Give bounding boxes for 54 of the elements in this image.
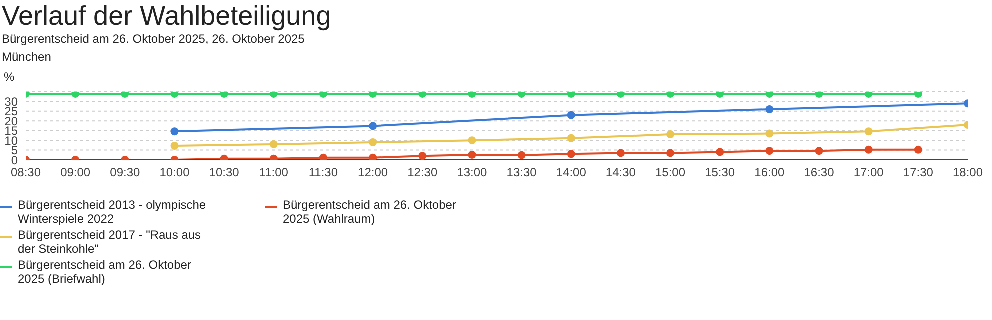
point — [766, 130, 774, 138]
x-tick-label: 14:00 — [556, 166, 587, 180]
point — [766, 105, 774, 114]
point — [914, 146, 922, 154]
point — [567, 134, 576, 142]
point — [567, 150, 576, 158]
x-tick-label: 13:30 — [506, 166, 538, 180]
x-tick-label: 11:30 — [308, 166, 338, 180]
x-tick-label: 14:30 — [606, 166, 636, 180]
point — [369, 154, 378, 160]
y-axis-title: % — [3, 70, 16, 84]
legend-label: Bürgerentscheid am 26. Oktober 2025 (Wahlraum) — [283, 198, 458, 226]
x-tick-label: 17:00 — [854, 166, 884, 180]
point — [170, 142, 179, 150]
point — [170, 128, 179, 136]
legend-label: Bürgerentscheid 2017 - "Raus aus der Steinkohle" — [18, 228, 202, 256]
point — [766, 147, 774, 156]
point — [468, 136, 476, 145]
point — [567, 111, 576, 120]
x-tick-label: 17:30 — [903, 166, 934, 180]
chart-subtitle: Bürgerentscheid am 26. Oktober 2025, 26. Oktober 2025 — [1, 32, 306, 46]
point — [518, 151, 526, 160]
x-tick-label: 12:30 — [408, 166, 438, 180]
legend-label: Bürgerentscheid 2013 - olympische Winterspiele 2022 — [18, 198, 208, 226]
x-tick-label: 09:30 — [110, 166, 140, 180]
text: München — [1, 50, 52, 64]
x-tick-label: 15:30 — [705, 166, 736, 180]
chart-title: Verlauf der Wahlbeteiligung — [1, 0, 332, 32]
point — [666, 149, 675, 158]
point — [270, 140, 278, 148]
point — [319, 154, 328, 160]
point — [369, 138, 378, 147]
x-tick-label: 12:00 — [358, 166, 388, 180]
x-tick-label: 10:00 — [160, 166, 190, 180]
point — [864, 128, 873, 136]
x-tick-label: 10:30 — [209, 166, 240, 180]
y-tick-label: 0 — [11, 153, 18, 168]
point — [369, 122, 378, 130]
x-tick-label: 11:00 — [259, 166, 289, 180]
point — [716, 148, 724, 156]
point — [468, 150, 476, 159]
x-tick-label: 08:30 — [10, 166, 42, 180]
x-tick-label: 09:00 — [60, 166, 91, 180]
legend-label: Bürgerentscheid am 26. Oktober 2025 (Briefwahl) — [18, 258, 192, 286]
point — [815, 147, 824, 156]
x-tick-label: 15:00 — [656, 166, 686, 180]
point — [418, 152, 427, 160]
x-tick-label: 16:30 — [804, 166, 835, 180]
point — [616, 149, 625, 158]
x-tick-label: 18:00 — [952, 166, 984, 180]
x-tick-label: 13:00 — [457, 166, 488, 180]
point — [666, 130, 675, 139]
point — [864, 146, 873, 154]
x-tick-label: 16:00 — [754, 166, 786, 180]
